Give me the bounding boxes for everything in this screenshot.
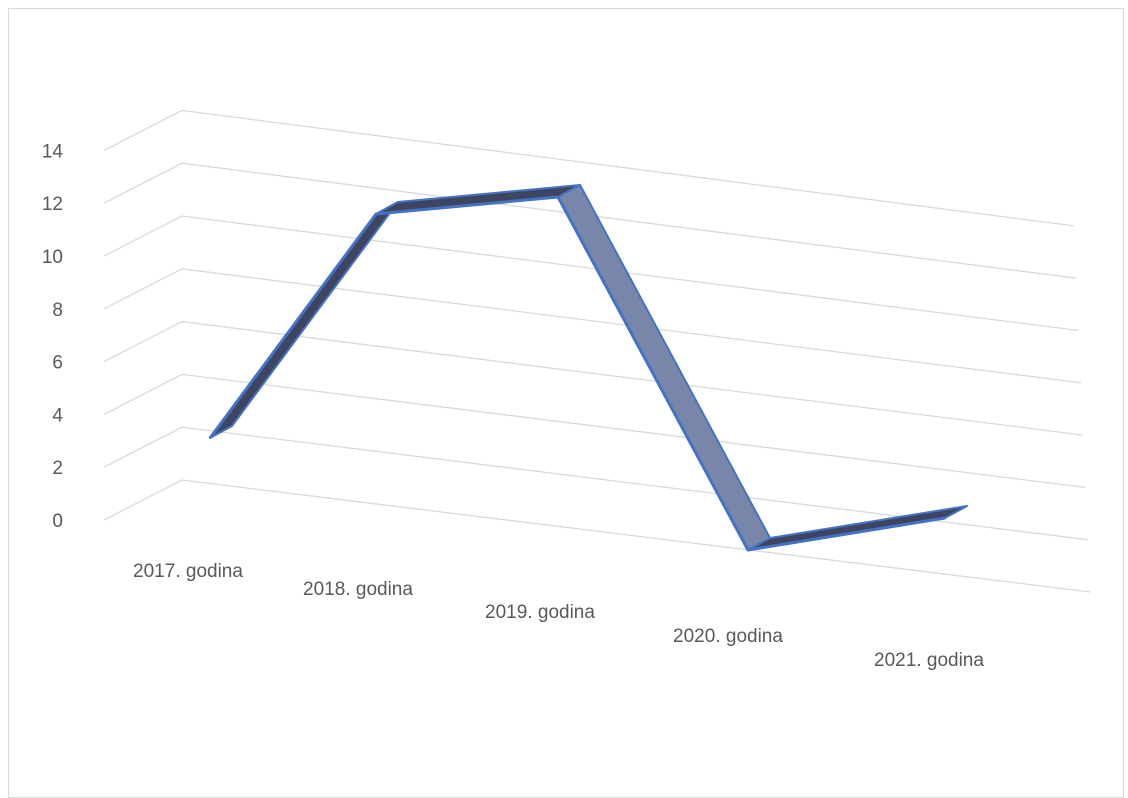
ribbon-segment bbox=[210, 202, 398, 438]
gridline-0 bbox=[104, 480, 1090, 592]
ribbon-segment bbox=[558, 185, 770, 550]
x-tick-label: 2019. godina bbox=[485, 602, 595, 623]
x-tick-label: 2021. godina bbox=[874, 650, 984, 671]
y-tick-label: 0 bbox=[52, 511, 63, 532]
x-tick-label: 2018. godina bbox=[303, 579, 413, 600]
gridline-8 bbox=[104, 269, 1081, 383]
y-tick-label: 8 bbox=[52, 300, 63, 321]
x-tick-label: 2020. godina bbox=[673, 626, 783, 647]
y-tick-label: 10 bbox=[42, 247, 63, 268]
series-ribbon bbox=[210, 185, 967, 550]
y-tick-label: 6 bbox=[52, 353, 63, 374]
gridline-2 bbox=[104, 427, 1088, 540]
gridline-6 bbox=[104, 322, 1083, 436]
y-tick-label: 12 bbox=[42, 194, 63, 215]
x-axis-tick-labels: 2017. godina 2018. godina 2019. godina 2020… bbox=[133, 561, 984, 671]
y-tick-label: 4 bbox=[52, 405, 63, 426]
y-tick-label: 2 bbox=[52, 458, 63, 479]
y-axis-tick-labels: 0 2 4 6 8 10 12 14 bbox=[42, 141, 64, 532]
x-tick-label: 2017. godina bbox=[133, 561, 243, 582]
y-tick-label: 14 bbox=[42, 141, 64, 162]
